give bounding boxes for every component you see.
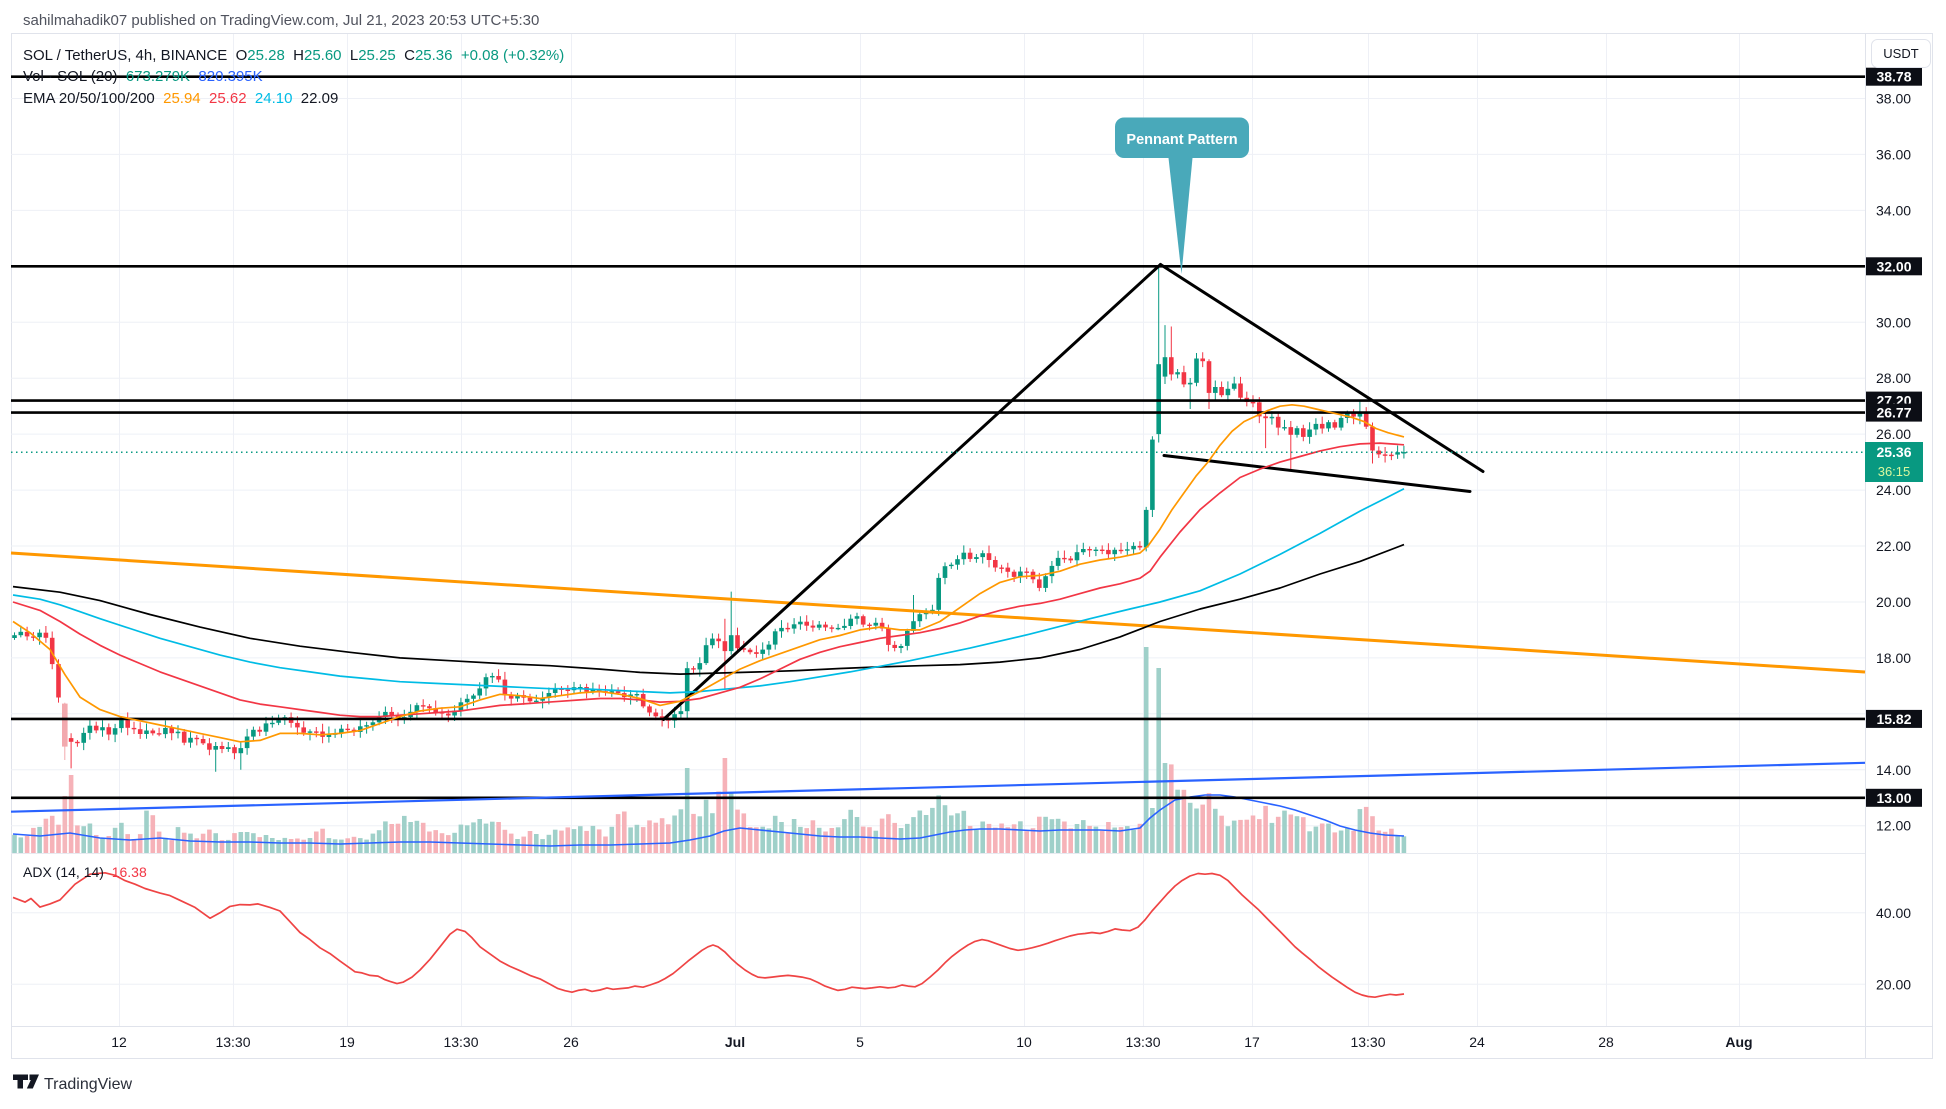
svg-text:USDT: USDT	[1883, 46, 1918, 61]
svg-text:17: 17	[1244, 1034, 1260, 1050]
svg-text:sahilmahadik07 published on Tr: sahilmahadik07 published on TradingView.…	[23, 12, 539, 29]
svg-text:13.00: 13.00	[1876, 790, 1911, 806]
svg-text:20.00: 20.00	[1876, 976, 1911, 992]
svg-text:26.00: 26.00	[1876, 426, 1911, 442]
svg-text:30.00: 30.00	[1876, 314, 1911, 330]
svg-text:24: 24	[1469, 1034, 1485, 1050]
svg-text:13:30: 13:30	[1125, 1034, 1160, 1050]
svg-text:10: 10	[1016, 1034, 1032, 1050]
svg-text:12: 12	[111, 1034, 127, 1050]
svg-text:18.00: 18.00	[1876, 650, 1911, 666]
svg-text:12.00: 12.00	[1876, 818, 1911, 834]
svg-text:ADX (14, 14) 16.38: ADX (14, 14) 16.38	[23, 864, 147, 880]
svg-text:34.00: 34.00	[1876, 202, 1911, 218]
svg-text:SOL / TetherUS, 4h, BINANCE O: SOL / TetherUS, 4h, BINANCE O25.28 H25.6…	[23, 47, 564, 64]
svg-text:28.00: 28.00	[1876, 370, 1911, 386]
svg-text:13:30: 13:30	[443, 1034, 478, 1050]
svg-text:5: 5	[856, 1034, 864, 1050]
svg-text:38.78: 38.78	[1876, 69, 1911, 85]
svg-text:40.00: 40.00	[1876, 905, 1911, 921]
svg-text:TradingView: TradingView	[44, 1076, 132, 1093]
svg-text:13:30: 13:30	[215, 1034, 250, 1050]
svg-text:22.00: 22.00	[1876, 538, 1911, 554]
svg-text:32.00: 32.00	[1876, 258, 1911, 274]
svg-text:24.00: 24.00	[1876, 482, 1911, 498]
svg-text:36.00: 36.00	[1876, 146, 1911, 162]
svg-text:36:15: 36:15	[1878, 464, 1911, 479]
svg-text:Vol · SOL (20) 673.279K 820.: Vol · SOL (20) 673.279K 820.395K	[23, 68, 263, 85]
svg-text:Jul: Jul	[725, 1034, 745, 1050]
svg-text:28: 28	[1598, 1034, 1614, 1050]
svg-text:Aug: Aug	[1725, 1034, 1752, 1050]
svg-text:38.00: 38.00	[1876, 91, 1911, 107]
svg-text:26.77: 26.77	[1876, 405, 1911, 421]
svg-text:14.00: 14.00	[1876, 762, 1911, 778]
svg-text:19: 19	[339, 1034, 355, 1050]
svg-text:13:30: 13:30	[1350, 1034, 1385, 1050]
svg-text:25.36: 25.36	[1876, 444, 1911, 460]
svg-text:15.82: 15.82	[1876, 711, 1911, 727]
svg-text:26: 26	[563, 1034, 579, 1050]
svg-text:EMA 20/50/100/200 25.94 25.6: EMA 20/50/100/200 25.94 25.62 24.10 22.0…	[23, 90, 338, 107]
svg-text:20.00: 20.00	[1876, 594, 1911, 610]
svg-text:Pennant Pattern: Pennant Pattern	[1126, 132, 1237, 148]
